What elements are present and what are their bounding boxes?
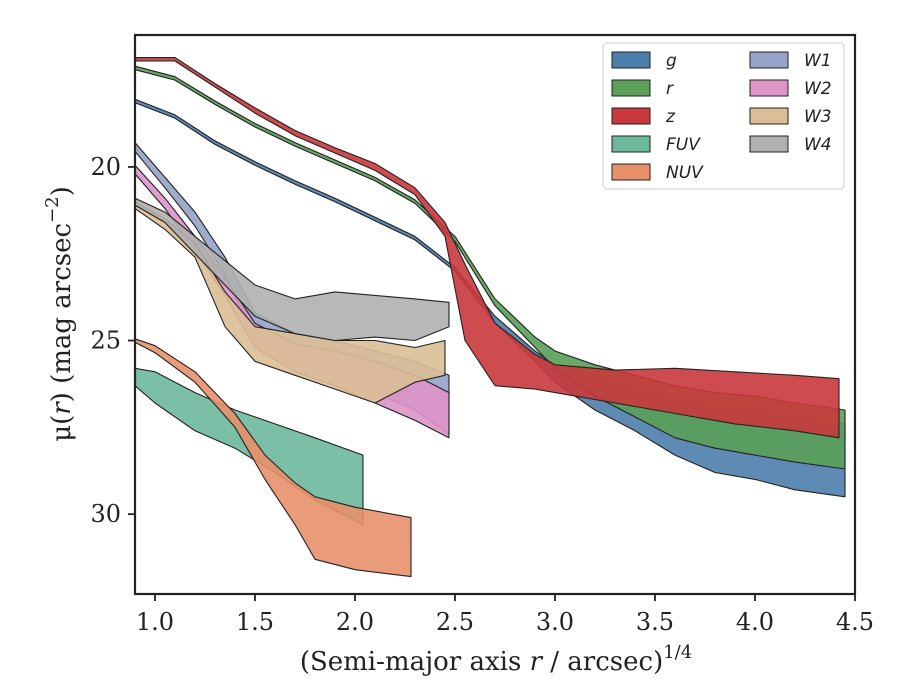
legend-label-g: g xyxy=(666,51,677,71)
legend-swatch-z xyxy=(611,107,651,125)
legend-label-r: r xyxy=(666,79,674,99)
legend-label-fuv: FUV xyxy=(666,135,701,155)
x-tick-label: 1.0 xyxy=(136,608,174,636)
x-tick-label: 4.5 xyxy=(836,608,874,636)
y-tick-label: 30 xyxy=(90,500,121,528)
legend-swatch-r xyxy=(611,79,651,97)
legend-swatch-w2 xyxy=(749,79,789,97)
x-axis-label: (Semi-major axis r / arcsec)1/4 xyxy=(300,642,692,677)
legend-swatch-w1 xyxy=(749,51,789,69)
series-layer xyxy=(134,57,846,578)
x-tick-label: 2.0 xyxy=(336,608,374,636)
y-tick-label: 25 xyxy=(90,327,121,355)
series-band-nuv xyxy=(134,338,412,578)
plot-frame xyxy=(133,33,857,596)
series-band-z xyxy=(134,57,840,439)
ticks-layer: 1.0 1.5 2.0 2.5 3.0 3.5 4.0 4.5 20 25 30 xyxy=(90,153,874,636)
legend-label-z: z xyxy=(665,107,676,127)
legend-label-w2: W2 xyxy=(804,79,832,99)
legend-swatch-w3 xyxy=(749,107,789,125)
legend-swatch-w4 xyxy=(749,135,789,153)
legend-swatch-fuv xyxy=(611,135,651,153)
x-tick-label: 4.0 xyxy=(736,608,774,636)
legend-swatch-nuv xyxy=(611,163,651,181)
legend-label-nuv: NUV xyxy=(666,163,704,183)
legend-label-w1: W1 xyxy=(804,51,832,71)
x-tick-label: 1.5 xyxy=(236,608,274,636)
series-band-w4 xyxy=(134,197,450,342)
legend-label-w3: W3 xyxy=(804,107,832,127)
legend-label-w4: W4 xyxy=(804,135,832,155)
x-tick-label: 3.0 xyxy=(536,608,574,636)
legend: grz FUV NUV W1 W2 W3 W4 xyxy=(602,42,845,190)
y-axis-label: μ(r) (mag arcsec−2) xyxy=(42,186,77,442)
y-tick-label: 20 xyxy=(90,153,121,181)
series-band-w3 xyxy=(134,201,446,404)
x-tick-label: 2.5 xyxy=(436,608,474,636)
x-tick-label: 3.5 xyxy=(636,608,674,636)
legend-swatch-g xyxy=(611,51,651,69)
